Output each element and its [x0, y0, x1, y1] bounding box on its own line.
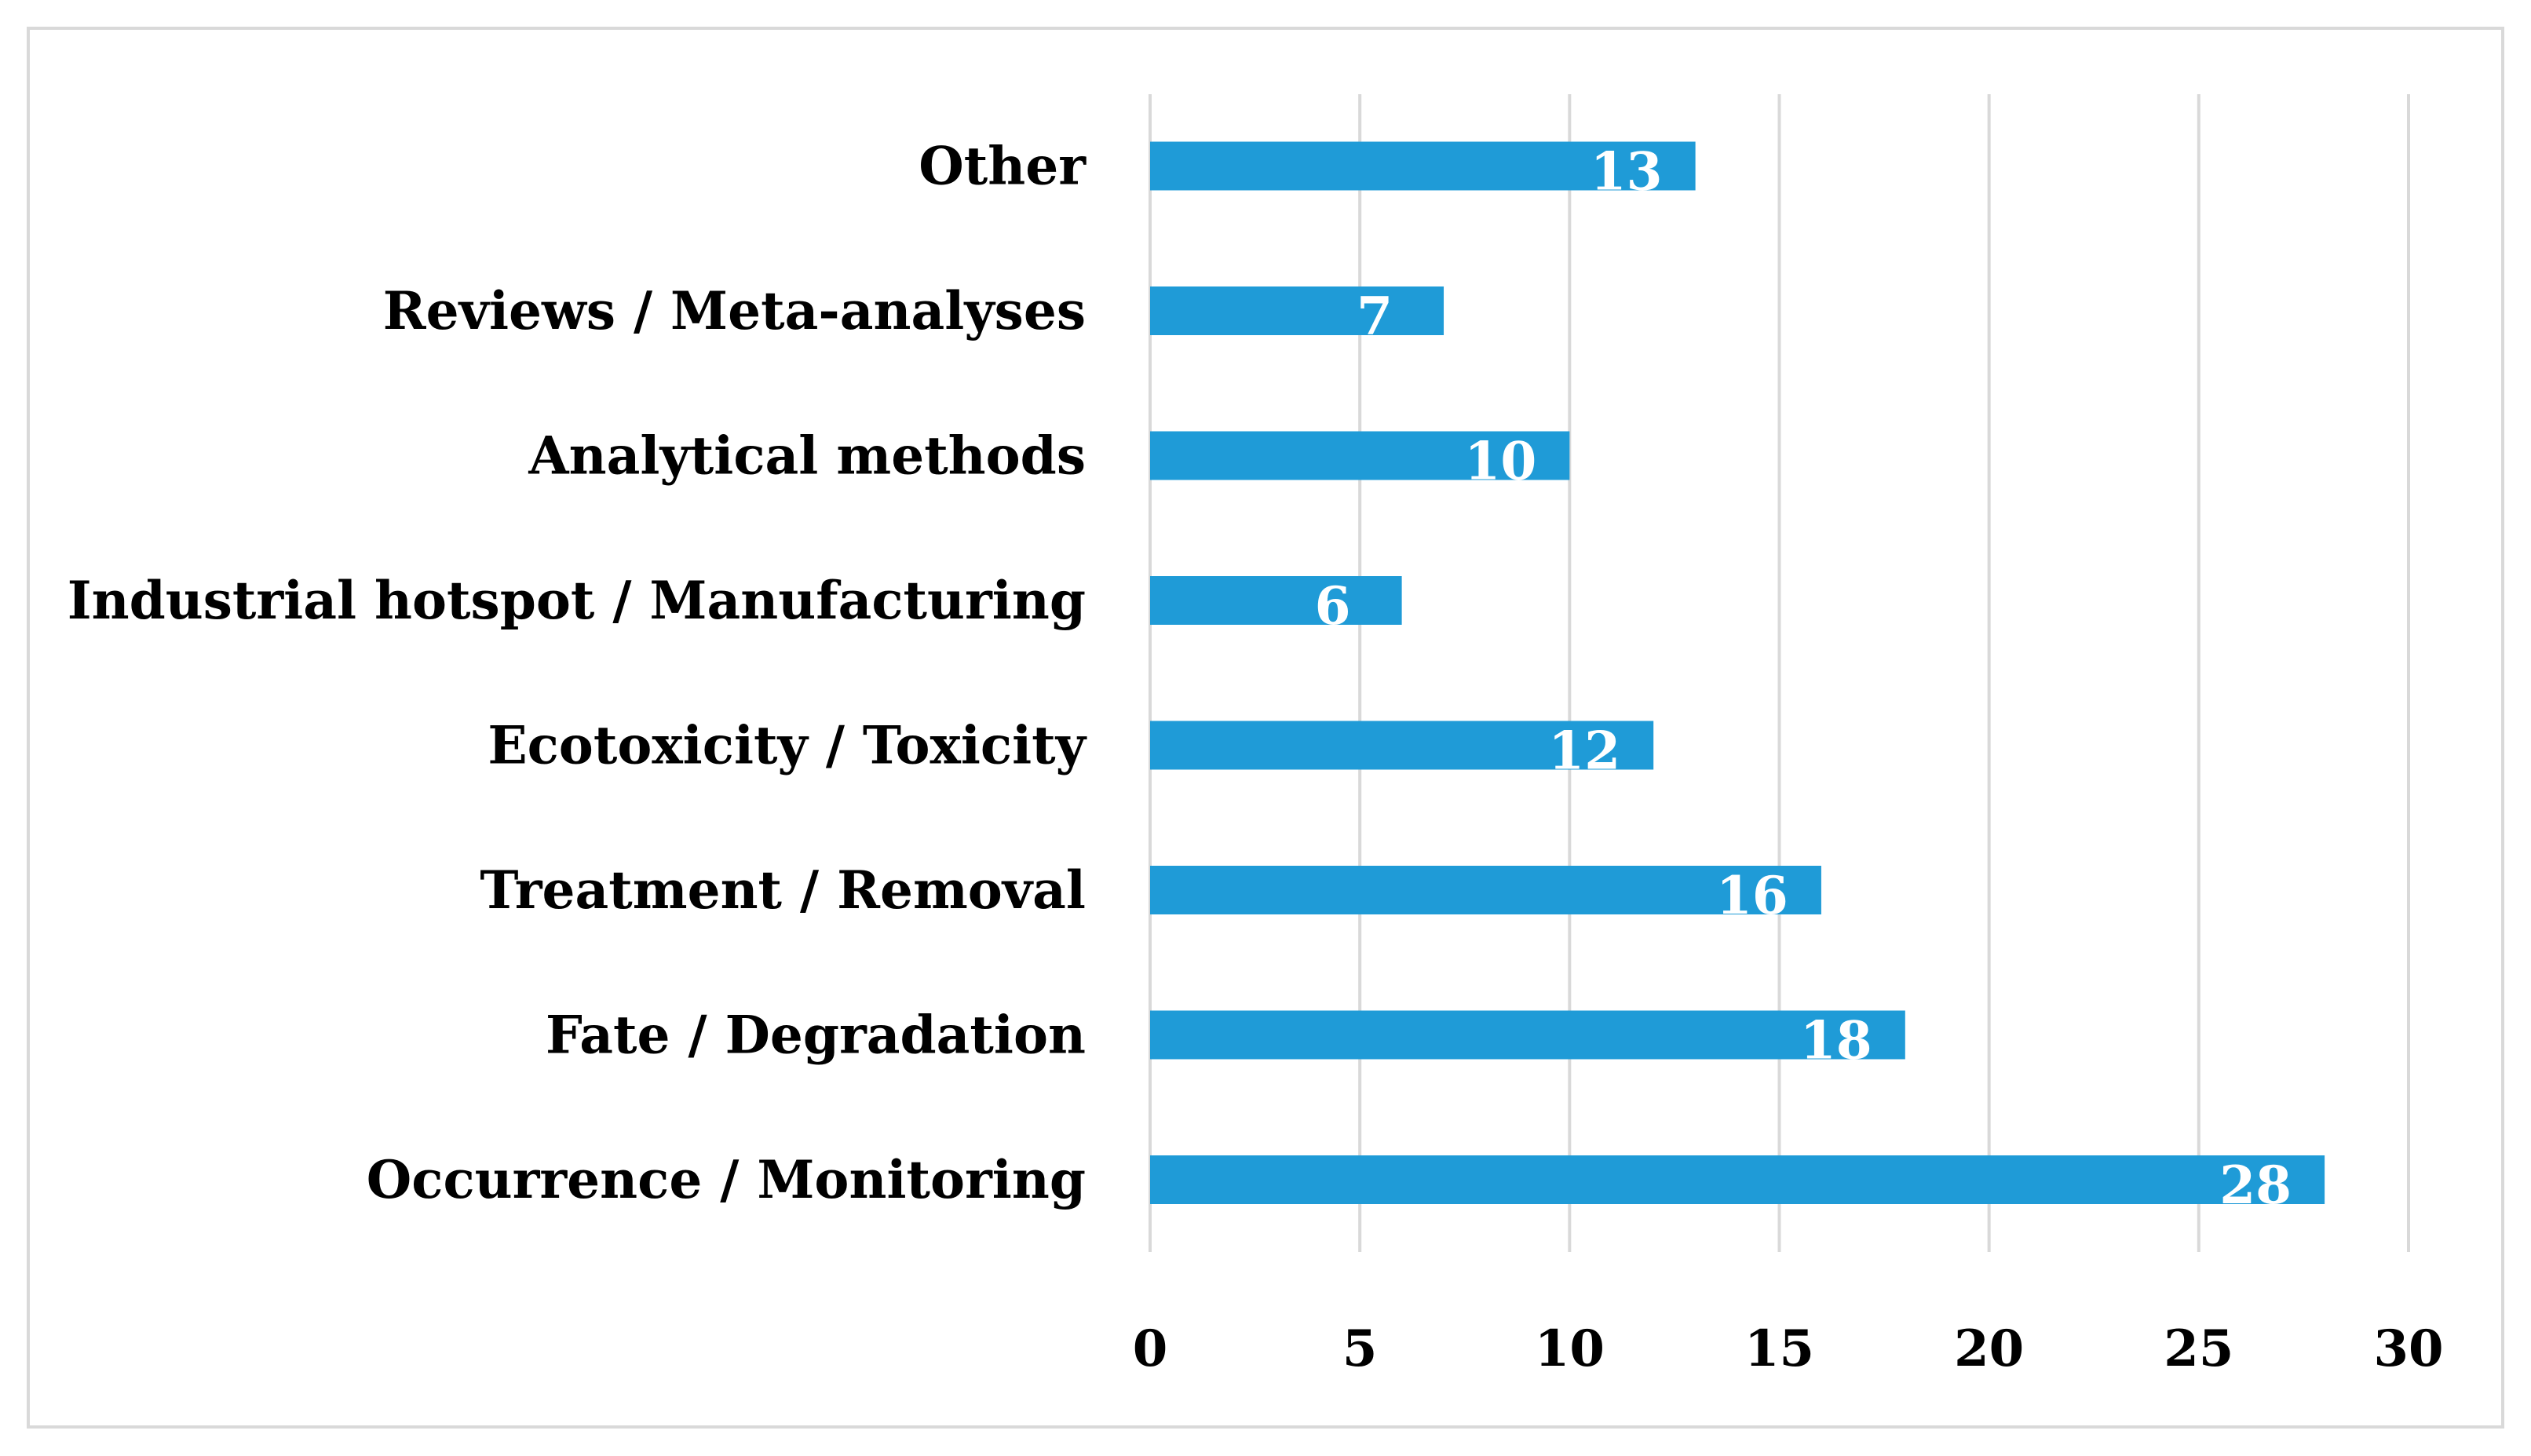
bars [1150, 141, 2325, 1204]
x-tick-labels: 0 5 10 15 20 25 30 [1133, 1319, 2444, 1378]
bar [1150, 576, 1402, 625]
category-label: Other [919, 136, 1087, 197]
x-tick-label: 15 [1744, 1319, 1814, 1378]
category-label: Reviews / Meta-analyses [383, 280, 1086, 341]
data-label: 10 [1464, 431, 1536, 492]
x-tick-label: 0 [1133, 1319, 1168, 1378]
data-label: 7 [1357, 286, 1393, 347]
data-label: 28 [2219, 1155, 2292, 1216]
data-label: 18 [1800, 1010, 1872, 1071]
category-label: Analytical methods [528, 425, 1086, 487]
x-tick-label: 5 [1342, 1319, 1378, 1378]
data-label: 6 [1315, 575, 1351, 637]
data-label: 16 [1716, 865, 1788, 926]
bar [1150, 286, 1444, 335]
bar [1150, 866, 1821, 914]
data-label: 12 [1548, 721, 1620, 782]
x-tick-label: 10 [1535, 1319, 1605, 1378]
category-labels: Occurrence / Monitoring Fate / Degradatio… [68, 136, 1087, 1211]
bar [1150, 141, 1696, 191]
bar [1150, 1010, 1905, 1060]
data-labels: 28 18 16 12 6 10 7 13 [1315, 141, 2292, 1217]
category-label: Treatment / Removal [480, 859, 1086, 921]
data-label: 13 [1591, 141, 1663, 203]
category-label: Fate / Degradation [546, 1005, 1086, 1066]
category-label: Industrial hotspot / Manufacturing [68, 570, 1086, 631]
x-tick-label: 25 [2164, 1319, 2233, 1378]
bar [1150, 1155, 2325, 1204]
x-tick-label: 30 [2373, 1319, 2443, 1378]
bar [1150, 721, 1654, 770]
category-label: Occurrence / Monitoring [367, 1149, 1086, 1210]
x-tick-label: 20 [1954, 1319, 2024, 1378]
bar [1150, 431, 1570, 480]
category-label: Ecotoxicity / Toxicity [488, 715, 1087, 776]
gridlines [1149, 94, 2410, 1252]
